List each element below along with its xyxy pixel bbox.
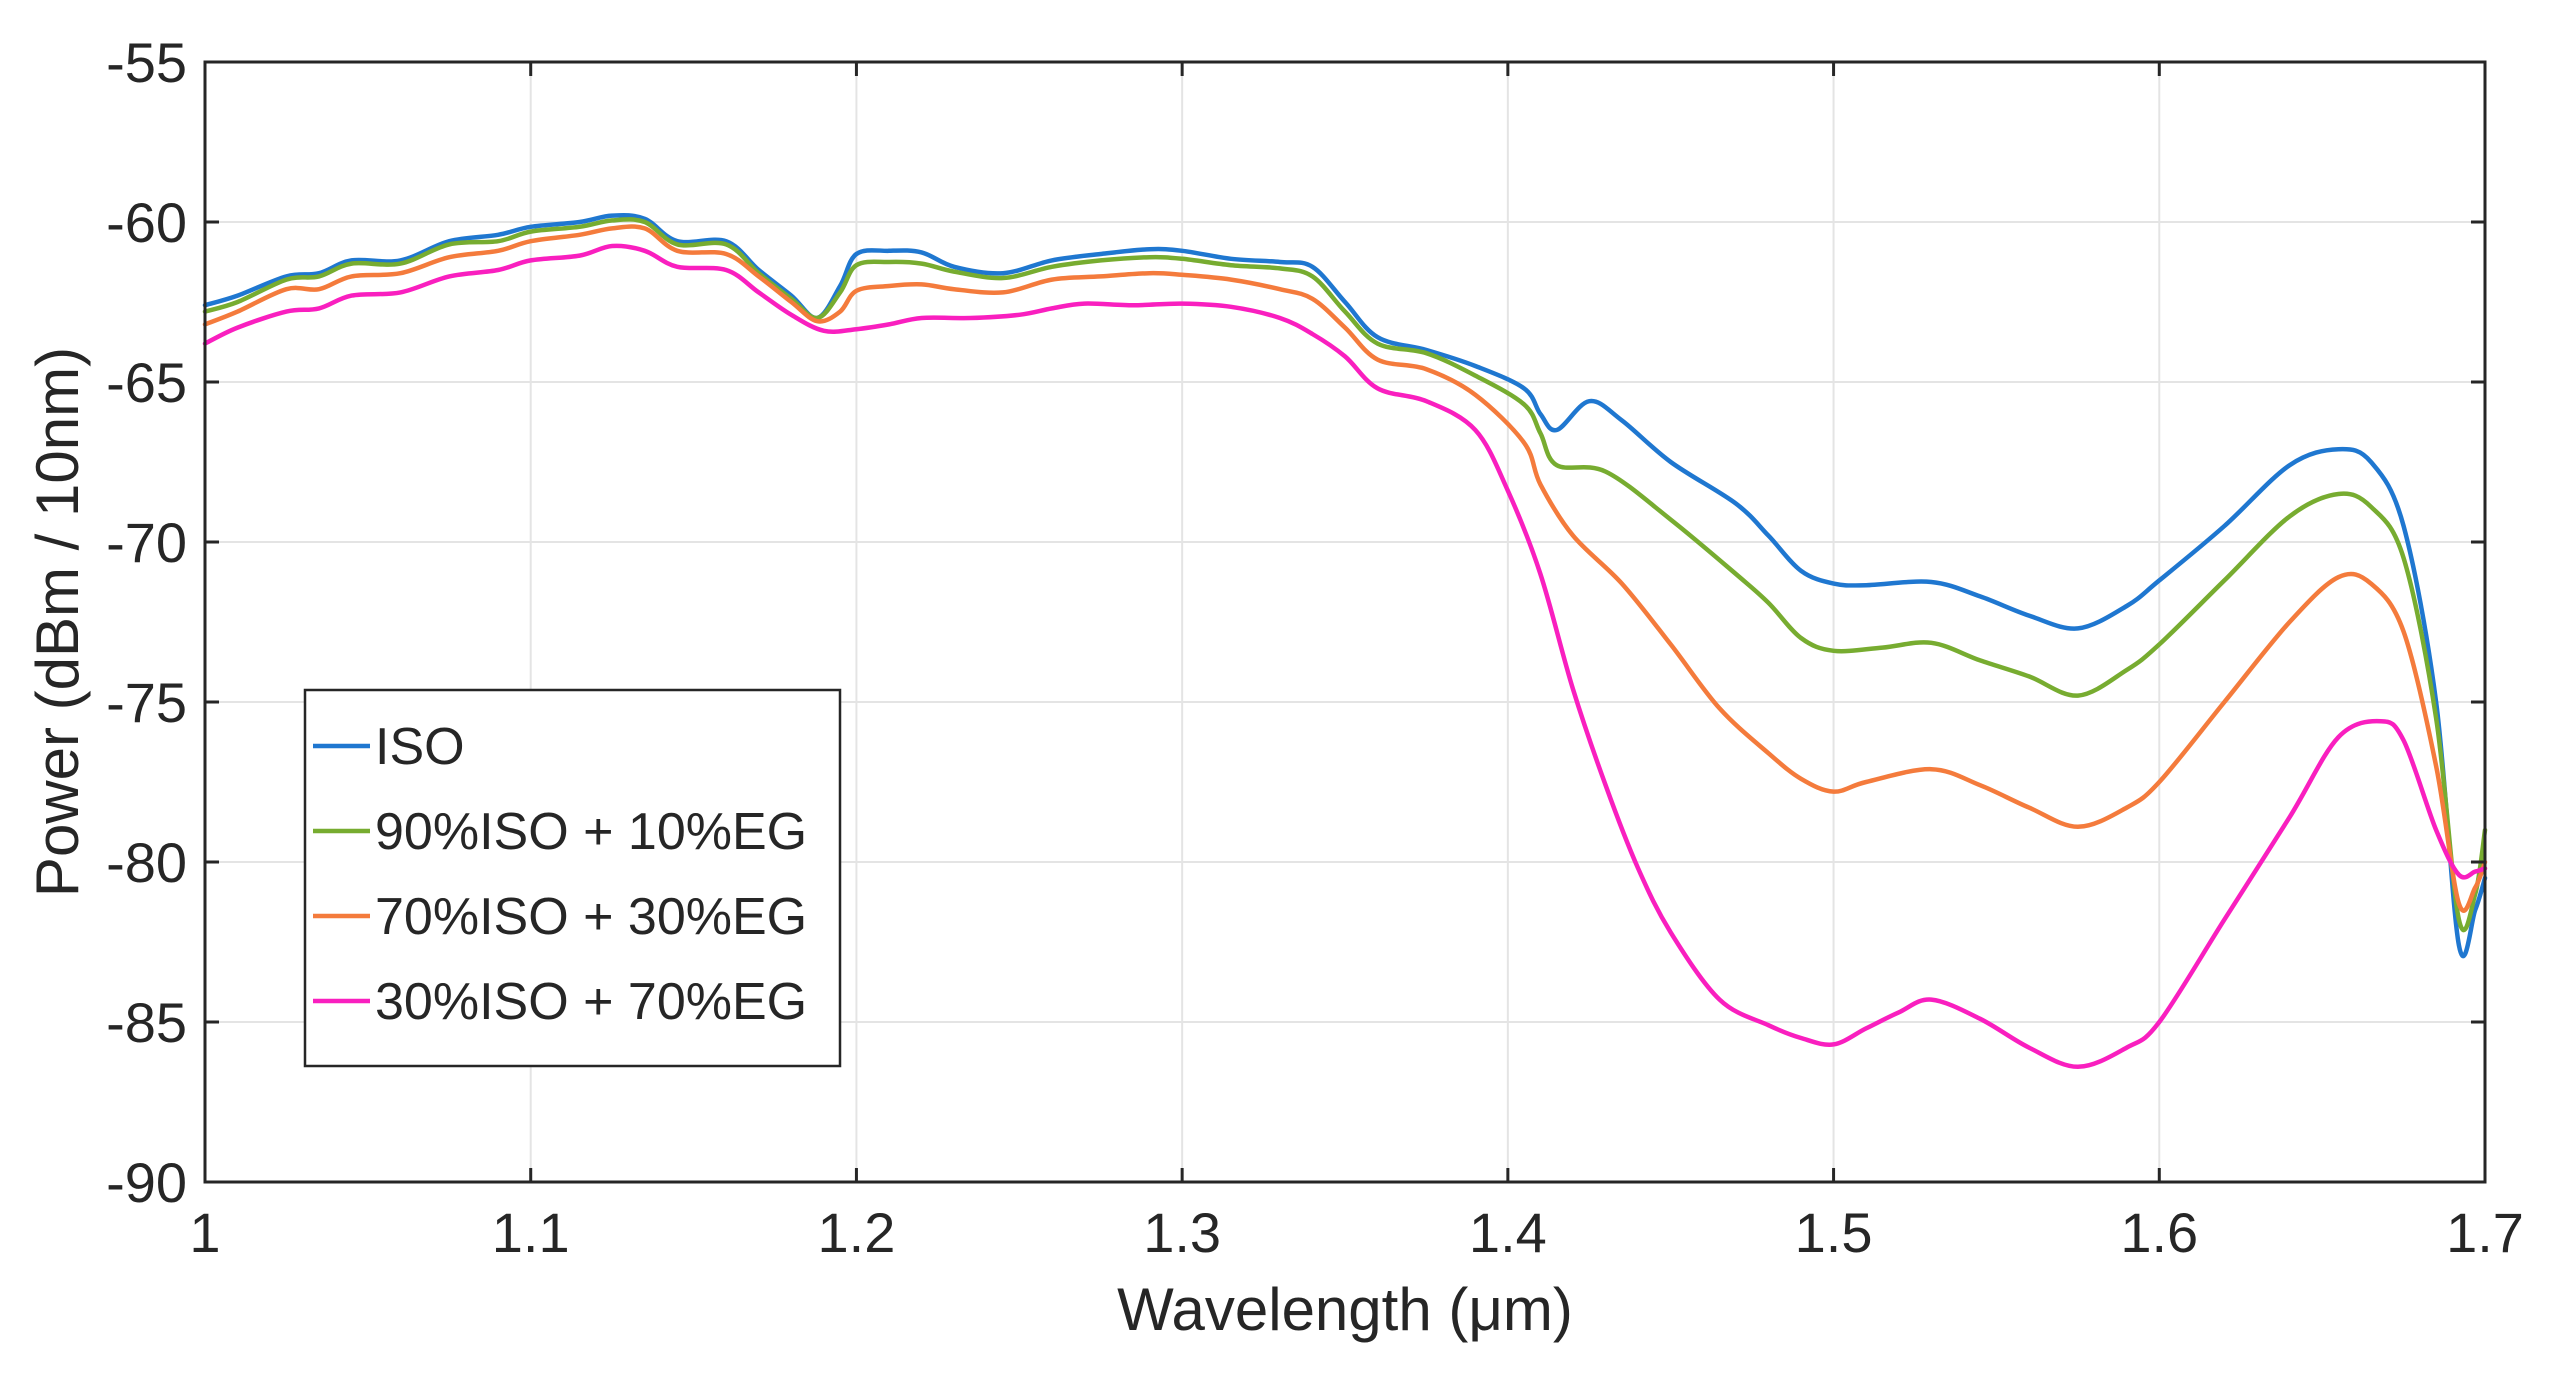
x-tick-label: 1.2 xyxy=(817,1201,895,1264)
plot-area-frame xyxy=(203,60,2487,1184)
x-tick-label: 1.5 xyxy=(1795,1201,1873,1264)
legend-label: 70%ISO + 30%EG xyxy=(375,888,807,946)
x-tick-label: 1 xyxy=(189,1201,220,1264)
legend-box xyxy=(303,688,842,1068)
legend-label: 30%ISO + 70%EG xyxy=(375,973,807,1031)
y-tick-label: -70 xyxy=(106,511,187,574)
axis-ticks: 1 1.1 1.2 1.3 1.4 1.5 1.6 1.7 -55 -60 -65 -70 -75 -80… xyxy=(106,31,2524,1264)
x-tick-label: 1.4 xyxy=(1469,1201,1547,1264)
y-tick-label: -85 xyxy=(106,991,187,1054)
x-tick-label: 1.1 xyxy=(492,1201,570,1264)
y-tick-label: -60 xyxy=(106,191,187,254)
y-axis-title: Power (dBm / 10nm) xyxy=(24,347,91,897)
x-tick-label: 1.7 xyxy=(2446,1201,2524,1264)
y-tick-label: -75 xyxy=(106,671,187,734)
series-line-3 xyxy=(202,224,2488,913)
legend: ISO 90%ISO + 10%EG 70%ISO + 30%EG 30%ISO + … xyxy=(303,688,842,1068)
x-tick-label: 1.3 xyxy=(1143,1201,1221,1264)
series-line-4 xyxy=(202,243,2488,1070)
series-lines xyxy=(202,213,2488,1070)
grid-lines xyxy=(204,61,2486,1183)
series-line-1 xyxy=(202,213,2488,958)
legend-label: ISO xyxy=(375,718,465,776)
legend-label: 90%ISO + 10%EG xyxy=(375,803,807,861)
y-tick-label: -55 xyxy=(106,31,187,94)
x-axis-title: Wavelength (μm) xyxy=(1117,1276,1573,1343)
y-tick-label: -65 xyxy=(106,351,187,414)
x-tick-label: 1.6 xyxy=(2120,1201,2198,1264)
series-line-2 xyxy=(202,217,2488,933)
y-tick-label: -90 xyxy=(106,1151,187,1214)
y-tick-label: -80 xyxy=(106,831,187,894)
